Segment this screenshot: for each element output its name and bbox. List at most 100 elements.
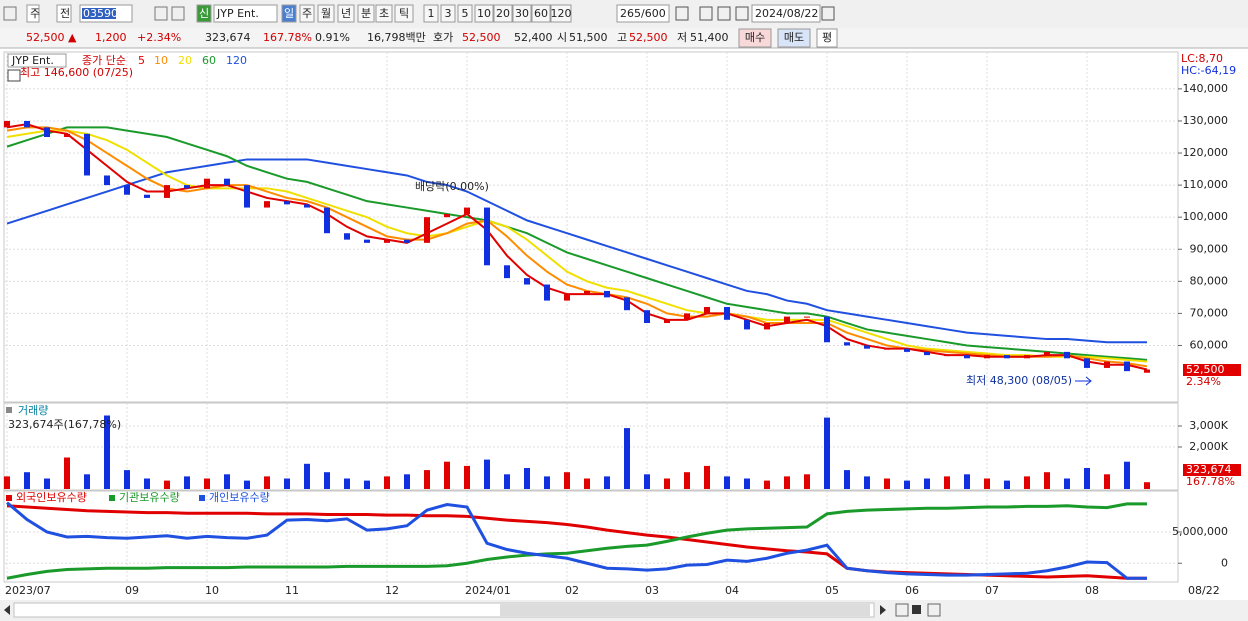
x-tick-label: 06 [905,584,919,597]
volume-bar [164,480,170,489]
volume-bar [584,478,590,489]
toolbar-button[interactable] [440,4,456,23]
quote-bar [0,28,1248,48]
volume-bar [284,478,290,489]
quote-value: 고 [617,31,627,44]
candle [944,355,950,357]
quote-value: 저 [677,31,687,44]
volume-bar [244,480,250,489]
toolbar-label: 2024/08/22 [755,7,818,20]
candle [764,323,770,330]
icon [6,407,12,413]
volume-bar [864,476,870,489]
volume-bar [324,472,330,489]
candle [264,201,270,208]
candle [464,207,470,214]
toolbar-label: 20 [496,7,510,20]
order-label: 매도 [784,31,804,44]
volume-bar [64,457,70,489]
scroll-thumb[interactable] [500,604,870,616]
toolbar-button[interactable] [281,4,297,23]
toolbar-button[interactable] [751,4,821,23]
toolbar-button[interactable] [616,4,670,23]
toolbar-button[interactable] [213,4,278,23]
toolbar-icon[interactable] [154,6,168,21]
toolbar-button[interactable] [512,4,532,23]
y-tick-label: 80,000 [1190,274,1229,287]
toolbar-icon[interactable] [717,6,731,21]
volume-bar [344,478,350,489]
toolbar-button[interactable] [493,4,513,23]
toolbar-button[interactable] [457,4,473,23]
last-box [1183,364,1241,376]
legend-entry: 10 [154,54,168,67]
volume-bar [504,474,510,489]
candle [644,310,650,324]
toolbar-button[interactable] [531,4,551,23]
x-tick-label: 10 [205,584,219,597]
candle [744,319,750,330]
candle [324,207,330,234]
candle [84,133,90,176]
toolbar-icon[interactable] [171,6,185,21]
quote-value: 1,200 [95,31,127,44]
toolbar-button[interactable] [394,4,414,23]
candle [4,120,10,128]
order-button[interactable] [816,28,838,48]
volume-bar [424,470,430,489]
candle [504,265,510,279]
toolbar-button[interactable] [474,4,494,23]
toolbar-button[interactable] [375,4,393,23]
volume-subtitle: 323,674주(167,78%) [8,418,121,431]
toolbar-button[interactable] [337,4,355,23]
volume-bar [404,474,410,489]
toolbar-button[interactable] [196,4,212,23]
volume-bar [1064,478,1070,489]
candle [1024,355,1030,359]
order-button[interactable] [738,28,772,48]
volume-bar [664,478,670,489]
candle [404,239,410,243]
toolbar-button[interactable] [357,4,375,23]
y-tick-label: 100,000 [1183,210,1229,223]
toolbar-label: 틱 [399,7,409,20]
toolbar-button[interactable] [26,4,40,23]
toolbar-button[interactable] [317,4,335,23]
volume-bar [724,476,730,489]
volume-title: 거래량 [18,404,48,417]
toolbar-label: 초 [379,7,389,20]
toolbar-icon[interactable] [3,6,17,21]
toolbar-label: 5 [462,7,469,20]
legend-swatch [6,495,12,501]
order-button[interactable] [777,28,811,48]
candle [524,278,530,285]
selection [82,8,116,19]
legend-entry: 120 [226,54,247,67]
toolbar-label: 일 [284,6,294,20]
toolbar-icon[interactable] [699,6,713,21]
toolbar-icon[interactable] [675,6,689,21]
nav-buttons[interactable] [895,603,941,617]
toolbar-button[interactable] [299,4,315,23]
volume-bar [144,478,150,489]
volume-bar [1084,468,1090,489]
legend-box [7,53,67,68]
toolbar-button[interactable] [56,4,72,23]
x-tick-label: 09 [125,584,139,597]
moving-average-line [6,158,1147,344]
candle [344,233,350,240]
toolbar-icon[interactable] [735,6,749,21]
volume-bar [304,463,310,489]
toolbar-label: 30 [515,7,529,20]
candle [584,290,590,295]
x-tick-label: 02 [565,584,579,597]
toolbar-icon[interactable] [821,6,835,21]
toolbar-button[interactable] [423,4,439,23]
volume-bar [644,474,650,489]
volume-bar [384,476,390,489]
candle [724,306,730,320]
toolbar-button[interactable] [550,4,572,23]
toolbar-label: 1 [428,7,435,20]
